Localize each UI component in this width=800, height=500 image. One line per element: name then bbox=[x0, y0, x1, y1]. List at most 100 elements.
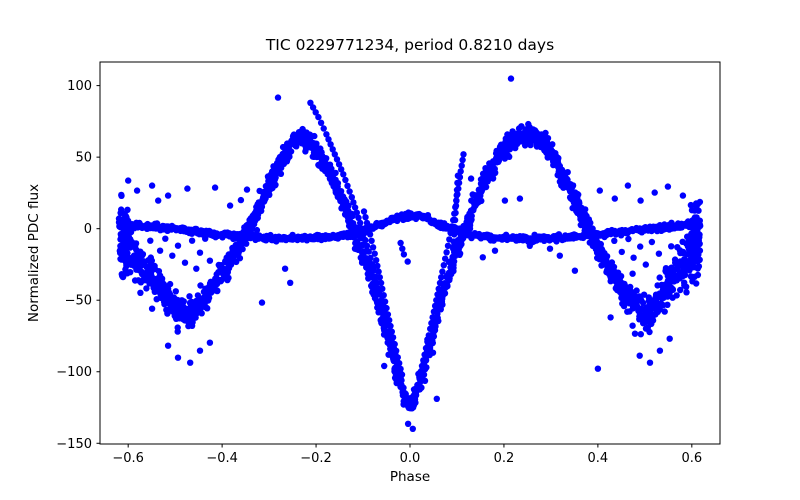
data-point bbox=[365, 248, 372, 255]
data-point bbox=[243, 186, 251, 193]
data-point bbox=[143, 285, 150, 292]
data-point bbox=[239, 245, 246, 253]
data-point bbox=[180, 298, 187, 305]
data-point bbox=[677, 286, 684, 294]
data-point bbox=[160, 281, 167, 288]
data-point bbox=[404, 258, 411, 265]
data-point bbox=[507, 75, 515, 82]
data-point bbox=[397, 365, 404, 373]
x-tick-label: −0.4 bbox=[206, 451, 238, 466]
data-point bbox=[338, 166, 345, 173]
data-point bbox=[696, 240, 703, 247]
data-point bbox=[439, 268, 446, 275]
data-point bbox=[253, 226, 261, 234]
data-point bbox=[383, 304, 390, 312]
x-tick-label: 0.4 bbox=[588, 451, 609, 466]
x-axis-ticks: −0.6 −0.4 −0.2 0.0 0.2 0.4 0.6 bbox=[112, 444, 702, 466]
data-point bbox=[358, 225, 366, 232]
data-point bbox=[214, 287, 221, 295]
data-point bbox=[202, 235, 209, 242]
data-point bbox=[206, 257, 214, 264]
data-point bbox=[332, 169, 339, 177]
data-point bbox=[124, 231, 131, 238]
data-point bbox=[360, 231, 367, 238]
data-point bbox=[369, 244, 377, 251]
data-point bbox=[542, 129, 549, 137]
data-point bbox=[380, 292, 387, 299]
data-point bbox=[376, 274, 383, 281]
data-point bbox=[412, 399, 419, 406]
data-point bbox=[124, 270, 131, 277]
data-point bbox=[155, 197, 162, 204]
data-point bbox=[404, 420, 412, 427]
data-point bbox=[286, 153, 293, 160]
data-point bbox=[436, 279, 444, 287]
data-point bbox=[272, 181, 279, 188]
data-point bbox=[174, 328, 181, 335]
data-point bbox=[526, 242, 533, 249]
data-point bbox=[450, 245, 457, 252]
data-point bbox=[379, 285, 386, 292]
data-point bbox=[281, 265, 289, 272]
data-point bbox=[435, 285, 442, 292]
data-point bbox=[661, 308, 668, 315]
data-point bbox=[654, 306, 661, 313]
data-point bbox=[271, 174, 278, 182]
data-point bbox=[119, 273, 127, 281]
data-point bbox=[450, 258, 458, 265]
data-point bbox=[637, 331, 644, 338]
data-point bbox=[569, 183, 576, 190]
data-point bbox=[204, 305, 211, 312]
data-point bbox=[421, 351, 428, 358]
data-point bbox=[571, 267, 579, 274]
data-point bbox=[669, 285, 676, 293]
data-point bbox=[197, 282, 204, 289]
data-point bbox=[444, 283, 451, 290]
data-point bbox=[668, 243, 675, 250]
data-point bbox=[137, 289, 144, 296]
data-point bbox=[662, 265, 670, 272]
x-tick-label: 0.6 bbox=[681, 451, 702, 466]
data-point bbox=[696, 217, 703, 224]
data-point bbox=[371, 250, 378, 257]
data-point bbox=[409, 425, 416, 432]
data-point bbox=[506, 153, 513, 160]
data-point bbox=[491, 247, 499, 254]
data-point bbox=[256, 208, 263, 215]
data-point bbox=[375, 268, 382, 275]
data-point bbox=[374, 262, 381, 270]
data-point bbox=[340, 171, 347, 178]
data-point bbox=[124, 226, 131, 233]
data-point bbox=[631, 330, 639, 337]
data-point bbox=[349, 212, 356, 220]
x-tick-label: −0.6 bbox=[112, 451, 144, 466]
data-point bbox=[479, 254, 486, 261]
data-point bbox=[344, 182, 351, 189]
data-point bbox=[397, 239, 404, 247]
data-point bbox=[277, 170, 285, 177]
data-point bbox=[639, 299, 647, 307]
data-point bbox=[429, 314, 436, 321]
data-point bbox=[307, 99, 314, 107]
y-axis-label: Normalized PDC flux bbox=[26, 184, 42, 322]
data-point bbox=[337, 188, 345, 195]
data-point bbox=[312, 109, 319, 116]
data-point bbox=[453, 192, 460, 199]
data-point bbox=[439, 290, 447, 297]
data-point bbox=[320, 125, 327, 132]
data-point bbox=[696, 256, 703, 263]
data-point bbox=[418, 384, 425, 391]
data-point bbox=[458, 162, 465, 169]
data-point bbox=[351, 245, 359, 252]
data-point bbox=[148, 305, 156, 312]
data-point bbox=[329, 146, 336, 153]
data-point bbox=[258, 203, 266, 210]
data-point bbox=[695, 232, 703, 239]
data-point bbox=[193, 265, 200, 272]
data-point bbox=[123, 217, 131, 224]
data-point bbox=[381, 298, 389, 305]
data-point bbox=[452, 202, 460, 209]
data-point bbox=[646, 359, 654, 366]
data-point bbox=[444, 242, 452, 249]
data-point bbox=[387, 322, 394, 330]
